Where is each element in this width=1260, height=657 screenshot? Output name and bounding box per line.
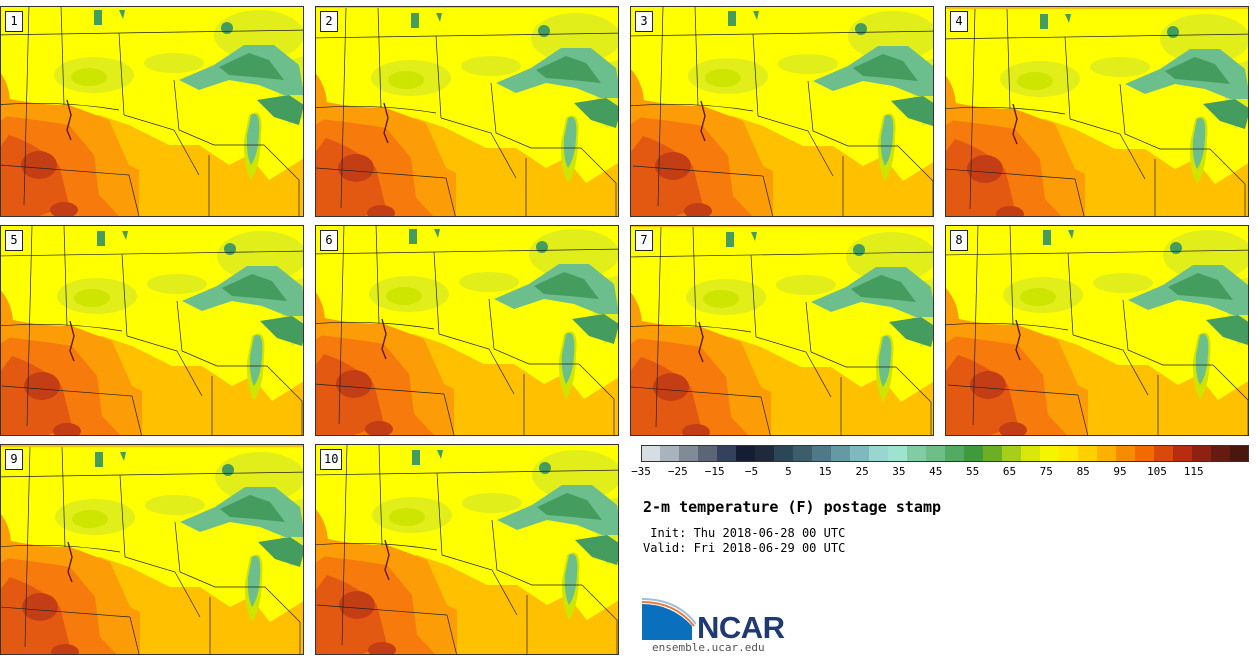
member-number-label: 8	[950, 230, 968, 251]
colorbar-tick-label: 95	[1113, 465, 1127, 478]
colorbar-swatch	[679, 445, 699, 462]
member-number-label: 4	[950, 11, 968, 32]
member-number-label: 7	[635, 230, 653, 251]
colorbar-tick-label: 115	[1183, 465, 1204, 478]
colorbar-swatch	[869, 445, 889, 462]
member-map-panel: 9	[0, 444, 304, 655]
colorbar-tick-label: 65	[1002, 465, 1017, 478]
colorbar-tick-label: 5	[785, 465, 792, 478]
colorbar-swatch	[888, 445, 908, 462]
member-number-label: 3	[635, 11, 653, 32]
colorbar-swatch	[1154, 445, 1174, 462]
colorbar-swatch	[1211, 445, 1231, 462]
colorbar-swatch	[660, 445, 680, 462]
valid-time: Valid: Fri 2018-06-29 00 UTC	[643, 541, 846, 555]
member-map-panel: 10	[315, 444, 619, 655]
colorbar-swatch	[831, 445, 851, 462]
member-number-label: 10	[320, 449, 343, 470]
colorbar-tick-label: −25	[667, 465, 688, 478]
colorbar-tick-label: 55	[965, 465, 980, 478]
member-map-panel: 4	[945, 6, 1249, 217]
colorbar-tick-label: 75	[1039, 465, 1053, 478]
colorbar-tick-label: −35	[631, 465, 651, 478]
colorbar-swatch	[945, 445, 965, 462]
colorbar-swatch	[1192, 445, 1212, 462]
colorbar-swatch	[698, 445, 718, 462]
site-url: ensemble.ucar.edu	[652, 641, 765, 654]
colorbar-tick-label: −5	[744, 465, 759, 478]
colorbar-swatch	[850, 445, 870, 462]
ncar-logo-text: NCAR	[697, 610, 785, 645]
colorbar-tick-labels: −35 −25 −15 −5 5 15 25 35 45 55 65 75 85 95 105 115	[631, 462, 1249, 482]
colorbar-swatch	[1230, 445, 1249, 462]
member-map-panel: 8	[945, 225, 1249, 436]
member-number-label: 6	[320, 230, 338, 251]
member-map-panel: 7	[630, 225, 934, 436]
colorbar-swatch	[964, 445, 984, 462]
colorbar-tick-label: 15	[818, 465, 832, 478]
figure-title: 2-m temperature (F) postage stamp	[643, 498, 942, 516]
member-map-panel: 5	[0, 225, 304, 436]
colorbar-swatch	[812, 445, 832, 462]
colorbar-swatch	[774, 445, 794, 462]
colorbar-swatch	[736, 445, 756, 462]
colorbar-swatch	[1173, 445, 1193, 462]
colorbar-swatch	[717, 445, 737, 462]
colorbar-swatch	[926, 445, 946, 462]
member-number-label: 1	[5, 11, 23, 32]
colorbar-tick-label: 85	[1076, 465, 1090, 478]
colorbar	[641, 445, 1249, 462]
member-number-label: 5	[5, 230, 23, 251]
colorbar-tick-label: 45	[929, 465, 943, 478]
member-number-label: 9	[5, 449, 23, 470]
colorbar-swatch	[1135, 445, 1155, 462]
init-time: Init: Thu 2018-06-28 00 UTC	[643, 526, 846, 540]
colorbar-swatch	[983, 445, 1003, 462]
colorbar-swatch	[1002, 445, 1022, 462]
colorbar-swatch	[755, 445, 775, 462]
colorbar-swatch	[641, 445, 661, 462]
member-map-panel: 3	[630, 6, 934, 217]
colorbar-tick-label: 105	[1146, 465, 1167, 478]
colorbar-tick-label: −15	[704, 465, 725, 478]
member-map-panel: 2	[315, 6, 619, 217]
colorbar-swatch	[1097, 445, 1117, 462]
colorbar-swatch	[1078, 445, 1098, 462]
member-map-panel: 1	[0, 6, 304, 217]
colorbar-tick-label: 35	[892, 465, 906, 478]
colorbar-border	[641, 445, 1249, 462]
colorbar-swatch	[907, 445, 927, 462]
colorbar-tick-label: 25	[855, 465, 869, 478]
colorbar-swatch	[1021, 445, 1041, 462]
colorbar-swatch	[793, 445, 813, 462]
colorbar-swatch	[1116, 445, 1136, 462]
colorbar-swatch	[1059, 445, 1079, 462]
member-number-label: 2	[320, 11, 338, 32]
colorbar-swatch	[1040, 445, 1060, 462]
ncar-logo-icon	[642, 598, 696, 640]
member-map-panel: 6	[315, 225, 619, 436]
